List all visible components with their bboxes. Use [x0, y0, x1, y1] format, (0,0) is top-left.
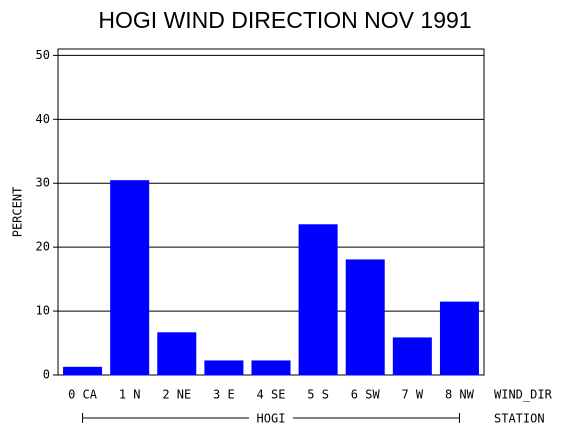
bar: [251, 360, 291, 376]
y-tick-label: 20: [36, 240, 50, 254]
y-tick-label: 0: [43, 368, 50, 382]
bar: [345, 259, 385, 376]
x-tick-label: 0 CA: [68, 388, 98, 402]
bar: [110, 180, 150, 376]
x-tick-label: 2 NE: [162, 388, 191, 402]
x-tick-label: 3 E: [213, 388, 235, 402]
x-tick-label: 1 N: [119, 388, 141, 402]
chart-title: HOGI WIND DIRECTION NOV 1991: [98, 7, 471, 33]
bar: [439, 301, 479, 376]
x-tick-label: 5 S: [307, 388, 329, 402]
bar: [157, 332, 197, 376]
y-tick-label: 40: [36, 112, 50, 126]
group-axis-label: STATION: [494, 412, 545, 426]
y-axis-label: PERCENT: [11, 187, 25, 238]
bar: [392, 337, 432, 376]
y-tick-label: 30: [36, 176, 50, 190]
group-label: HOGI: [257, 412, 286, 426]
bar: [298, 224, 338, 376]
x-axis-label: WIND_DIR: [494, 388, 553, 402]
x-tick-label: 8 NW: [445, 388, 475, 402]
y-tick-label: 10: [36, 304, 50, 318]
x-tick-label: 7 W: [401, 388, 423, 402]
x-tick-label: 6 SW: [351, 388, 381, 402]
group-label-bg: [249, 410, 293, 426]
x-tick-label: 4 SE: [257, 388, 286, 402]
bar: [204, 360, 244, 376]
y-tick-label: 50: [36, 48, 50, 62]
bar: [63, 366, 103, 376]
